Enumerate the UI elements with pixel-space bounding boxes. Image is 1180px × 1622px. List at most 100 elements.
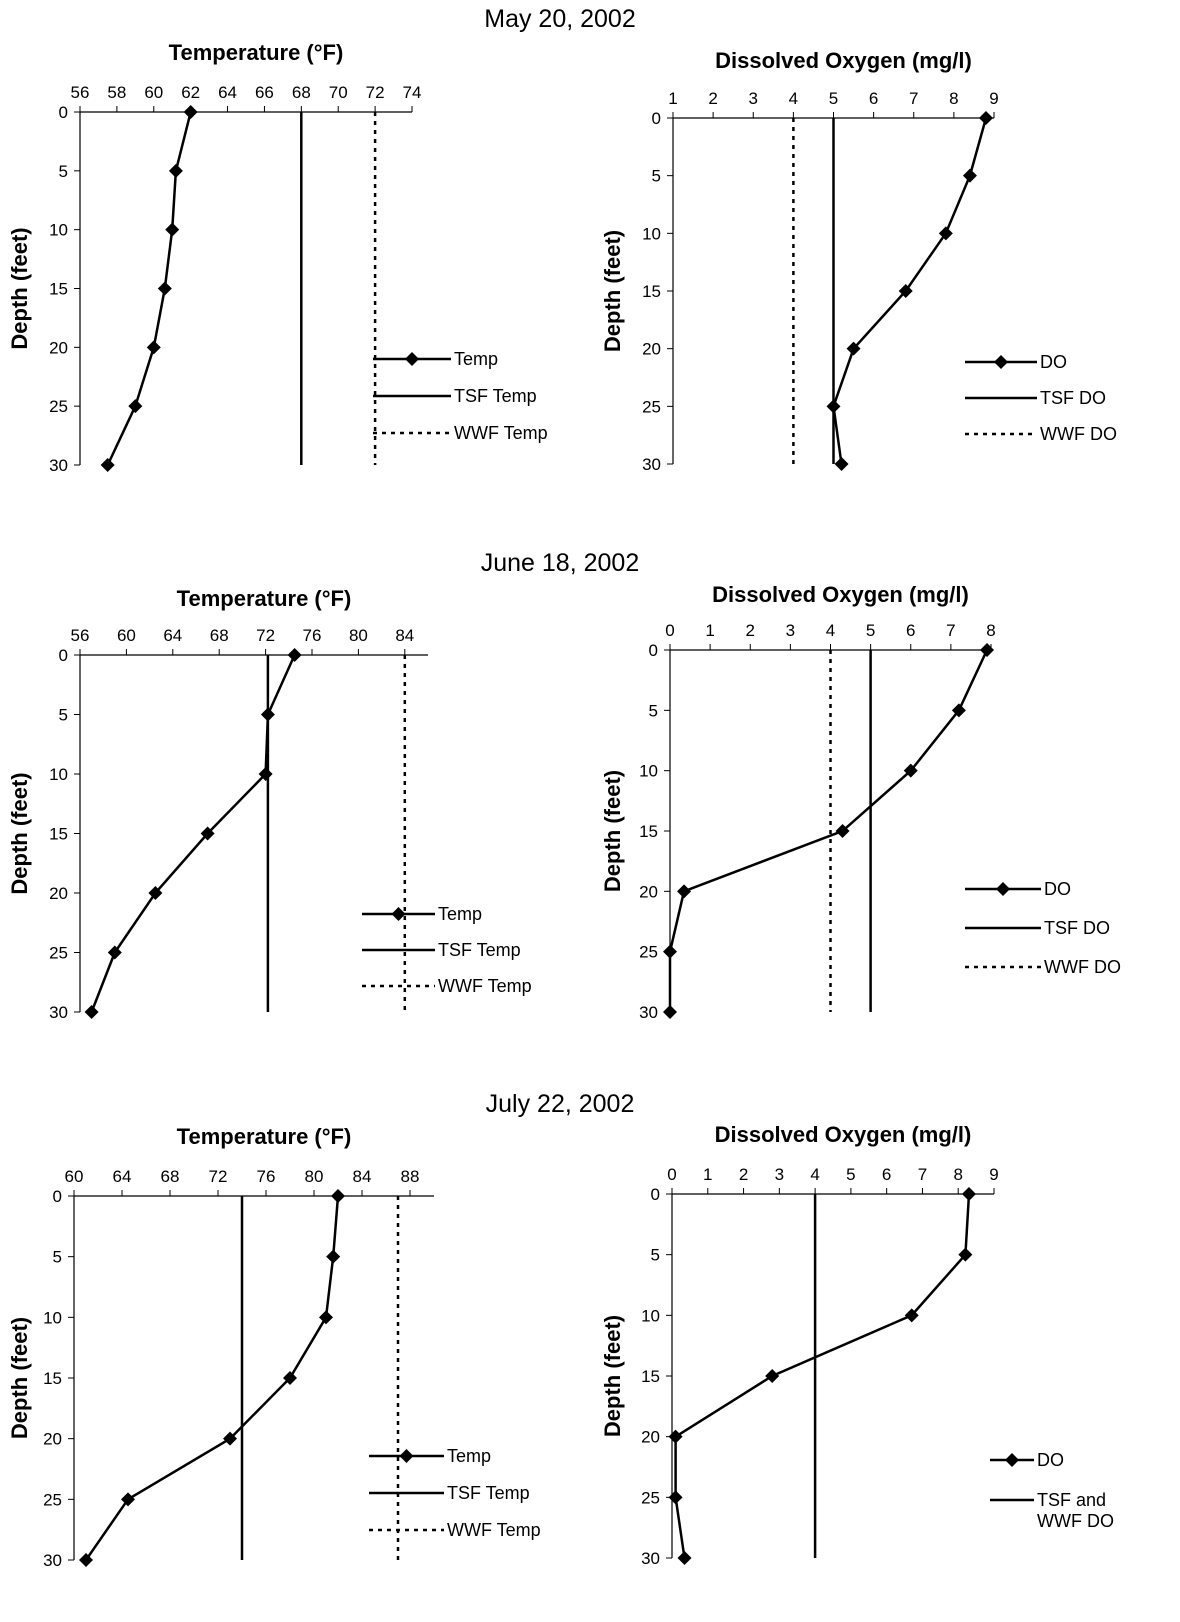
legend-label: TSF Temp bbox=[447, 1483, 530, 1503]
x-tick-label: 5 bbox=[829, 89, 838, 108]
x-tick-label: 5 bbox=[866, 621, 875, 640]
y-tick-label: 10 bbox=[49, 765, 68, 784]
y-tick-label: 10 bbox=[43, 1308, 62, 1327]
data-point-diamond bbox=[663, 1005, 677, 1019]
y-tick-label: 20 bbox=[43, 1430, 62, 1449]
series-line-temp bbox=[106, 111, 192, 466]
y-tick-label: 5 bbox=[652, 167, 661, 186]
y-tick-label: 25 bbox=[49, 397, 68, 416]
x-tick-label: 72 bbox=[209, 1167, 228, 1186]
y-tick-label: 15 bbox=[49, 280, 68, 299]
x-tick-label: 62 bbox=[181, 83, 200, 102]
data-point-diamond bbox=[319, 1310, 333, 1325]
x-tick-label: 64 bbox=[218, 83, 237, 102]
chart-title: Dissolved Oxygen (mg/l) bbox=[712, 582, 969, 607]
legend: Temp TSF Temp WWF Temp bbox=[373, 349, 548, 443]
x-tick-label: 60 bbox=[144, 83, 163, 102]
x-tick-label: 6 bbox=[869, 89, 878, 108]
y-tick-label: 5 bbox=[53, 1248, 62, 1267]
y-tick-label: 10 bbox=[49, 221, 68, 240]
legend-label: DO bbox=[1044, 879, 1071, 899]
data-point-diamond bbox=[168, 163, 183, 178]
y-tick-label: 10 bbox=[642, 224, 661, 243]
y-tick-label: 15 bbox=[642, 282, 661, 301]
legend-label: WWF DO bbox=[1037, 1511, 1114, 1531]
y-tick-label: 25 bbox=[641, 1488, 660, 1507]
x-tick-label: 76 bbox=[303, 626, 322, 645]
x-tick-label: 2 bbox=[708, 89, 717, 108]
legend: DO TSF DO WWF DO bbox=[965, 879, 1121, 977]
x-tick-label: 5 bbox=[846, 1165, 855, 1184]
x-tick-label: 1 bbox=[703, 1165, 712, 1184]
x-tick-label: 76 bbox=[257, 1167, 276, 1186]
x-tick-label: 74 bbox=[403, 83, 422, 102]
y-tick-label: 30 bbox=[639, 1003, 658, 1022]
legend-diamond bbox=[399, 1449, 414, 1463]
x-tick-label: 72 bbox=[256, 626, 275, 645]
x-tick-label: 56 bbox=[71, 626, 90, 645]
legend: DO TSF DO WWF DO bbox=[965, 352, 1117, 444]
y-tick-label: 30 bbox=[49, 1003, 68, 1022]
y-tick-label: 10 bbox=[639, 762, 658, 781]
x-tick-label: 4 bbox=[826, 621, 835, 640]
legend-label: TSF and bbox=[1037, 1490, 1106, 1510]
chart-title: Temperature (°F) bbox=[169, 40, 344, 65]
data-point-diamond bbox=[978, 111, 993, 125]
chart-title: Dissolved Oxygen (mg/l) bbox=[715, 48, 972, 73]
data-point-diamond bbox=[903, 763, 918, 778]
y-axis-label: Depth (feet) bbox=[7, 772, 32, 894]
x-tick-label: 2 bbox=[746, 621, 755, 640]
legend-label: Temp bbox=[447, 1446, 491, 1466]
y-tick-label: 15 bbox=[43, 1369, 62, 1388]
series-line-do bbox=[674, 1193, 971, 1559]
date-title-july: July 22, 2002 bbox=[485, 1090, 635, 1118]
legend-diamond bbox=[994, 355, 1008, 369]
x-tick-label: 8 bbox=[986, 621, 995, 640]
series-line-temp bbox=[90, 654, 296, 1013]
legend-label: DO bbox=[1037, 1450, 1064, 1470]
data-point-diamond bbox=[84, 1005, 99, 1019]
x-tick-label: 7 bbox=[918, 1165, 927, 1184]
legend-diamond bbox=[391, 907, 406, 921]
data-point-diamond bbox=[121, 1492, 135, 1507]
x-tick-label: 7 bbox=[909, 89, 918, 108]
x-tick-label: 7 bbox=[946, 621, 955, 640]
data-point-diamond bbox=[962, 168, 977, 183]
y-tick-label: 15 bbox=[641, 1367, 660, 1386]
y-tick-label: 15 bbox=[639, 822, 658, 841]
y-tick-label: 0 bbox=[53, 1187, 62, 1206]
x-tick-label: 4 bbox=[789, 89, 798, 108]
x-tick-label: 9 bbox=[989, 1165, 998, 1184]
data-point-diamond bbox=[200, 826, 215, 841]
x-tick-label: 60 bbox=[65, 1167, 84, 1186]
series-line-temp bbox=[84, 1195, 340, 1561]
y-tick-label: 30 bbox=[641, 1549, 660, 1568]
y-axis-label: Depth (feet) bbox=[7, 1317, 32, 1439]
data-point-diamond bbox=[958, 1247, 973, 1262]
data-point-diamond bbox=[146, 340, 161, 355]
series-line-do bbox=[668, 649, 989, 1012]
x-tick-label: 84 bbox=[395, 626, 414, 645]
legend-diamond bbox=[996, 882, 1010, 896]
chart-4: 60 64 68 72 76 80 84 88 0 5 10 15 20 25 30 Temperature … bbox=[7, 1124, 541, 1570]
y-axis-label: Depth (feet) bbox=[7, 227, 32, 349]
y-tick-label: 15 bbox=[49, 825, 68, 844]
x-tick-label: 58 bbox=[107, 83, 126, 102]
date-title-june: June 18, 2002 bbox=[480, 549, 640, 577]
y-tick-label: 20 bbox=[49, 884, 68, 903]
y-tick-label: 30 bbox=[43, 1551, 62, 1570]
x-tick-label: 3 bbox=[786, 621, 795, 640]
legend-diamond bbox=[1005, 1453, 1019, 1467]
x-tick-label: 8 bbox=[949, 89, 958, 108]
legend-label: TSF DO bbox=[1040, 388, 1106, 408]
legend-label: WWF Temp bbox=[438, 976, 532, 996]
legend-label: TSF DO bbox=[1044, 918, 1110, 938]
data-point-diamond bbox=[765, 1369, 780, 1383]
y-tick-label: 20 bbox=[642, 340, 661, 359]
data-point-diamond bbox=[961, 1187, 976, 1201]
y-tick-label: 0 bbox=[59, 103, 68, 122]
y-tick-label: 20 bbox=[49, 338, 68, 357]
data-point-diamond bbox=[677, 1551, 692, 1565]
